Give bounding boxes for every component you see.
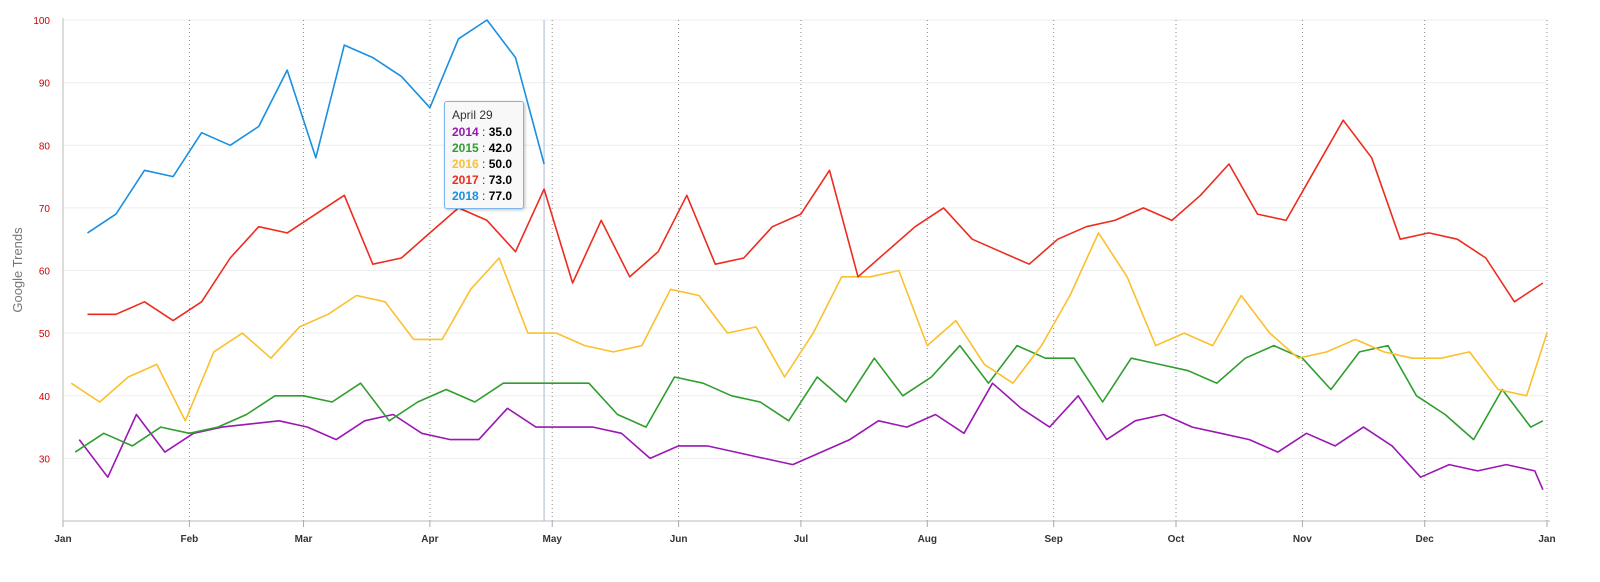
tooltip-series-name: 2014 xyxy=(452,125,479,139)
tooltip-series-name: 2017 xyxy=(452,173,479,187)
tooltip-row: 2018 : 77.0 xyxy=(452,188,523,204)
x-tick-label: Jan xyxy=(54,534,71,545)
y-tick-label: 30 xyxy=(39,454,51,465)
series-line-2015[interactable] xyxy=(74,344,1544,453)
x-tick-label: Sep xyxy=(1045,534,1063,545)
x-tick-label: May xyxy=(543,534,563,545)
x-tick-label: Oct xyxy=(1168,534,1185,545)
tooltip-value: 42.0 xyxy=(488,141,513,155)
tooltip-value: 35.0 xyxy=(488,125,513,139)
tooltip-date: April 29 xyxy=(452,108,493,122)
x-tick-label: Mar xyxy=(295,534,313,545)
x-tick-label: Jun xyxy=(670,534,688,545)
tooltip-separator: : xyxy=(478,173,489,187)
y-tick-label: 80 xyxy=(39,141,51,152)
y-tick-label: 100 xyxy=(33,16,50,27)
x-tick-label: Apr xyxy=(421,534,438,545)
tooltip-separator: : xyxy=(478,189,489,203)
series-line-2016[interactable] xyxy=(70,232,1548,422)
x-tick-label: Feb xyxy=(180,534,198,545)
x-tick-label: Jul xyxy=(794,534,809,545)
y-tick-label: 40 xyxy=(39,392,51,403)
series-line-2017[interactable] xyxy=(87,119,1544,322)
x-tick-label: Dec xyxy=(1416,534,1435,545)
tooltip-separator: : xyxy=(478,141,489,155)
tooltip-series-name: 2015 xyxy=(452,141,479,155)
tooltip-separator: : xyxy=(478,157,489,171)
tooltip-series-name: 2018 xyxy=(452,189,479,203)
tooltip-row: 2014 : 35.0 xyxy=(452,124,523,140)
x-tick-label: Aug xyxy=(918,534,937,545)
x-tick-label: Jan xyxy=(1538,534,1555,545)
series-line-2014[interactable] xyxy=(78,382,1544,491)
tooltip-value: 50.0 xyxy=(488,157,513,171)
tooltip-separator: : xyxy=(478,125,489,139)
tooltip-row: 2017 : 73.0 xyxy=(452,172,523,188)
tooltip-series-name: 2016 xyxy=(452,157,479,171)
series-line-2018[interactable] xyxy=(87,19,545,234)
data-tooltip: April 29 2014 : 35.0 2015 : 42.0 2016 : 50… xyxy=(444,101,524,209)
tooltip-value: 73.0 xyxy=(488,173,513,187)
y-tick-label: 50 xyxy=(39,329,51,340)
x-tick-label: Nov xyxy=(1293,534,1312,545)
tooltip-row: 2015 : 42.0 xyxy=(452,140,523,156)
y-axis-label: Google Trends xyxy=(10,227,25,313)
tooltip-row: 2016 : 50.0 xyxy=(452,156,523,172)
y-tick-label: 60 xyxy=(39,267,51,278)
tooltip-value: 77.0 xyxy=(488,189,513,203)
y-tick-label: 70 xyxy=(39,204,51,215)
y-tick-label: 90 xyxy=(39,79,51,90)
